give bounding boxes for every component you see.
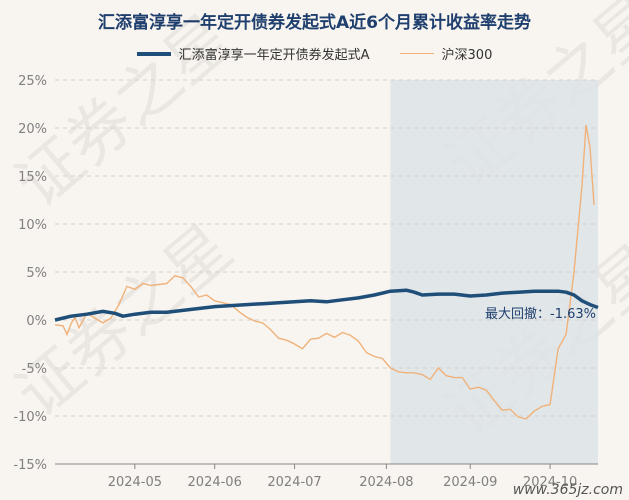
drawdown-shade <box>390 80 598 464</box>
legend: 汇添富淳享一年定开债券发起式A 沪深300 <box>0 44 629 63</box>
y-axis-labels: 25% 20% 15% 10% 5% 0% -5% -10% -15% <box>13 74 47 473</box>
y-tick-label: 20% <box>18 122 47 137</box>
series-line-fund <box>54 288 599 322</box>
site-watermark: www.365jz.com <box>512 482 623 498</box>
y-tick-label: 25% <box>18 74 47 89</box>
x-tick-label: 2024-06 <box>188 475 242 490</box>
series-line-index <box>54 124 595 420</box>
legend-label-fund: 汇添富淳享一年定开债券发起式A <box>178 48 370 63</box>
legend-swatch-index <box>399 53 434 54</box>
y-tick-label: -15% <box>13 458 47 473</box>
legend-item-fund[interactable]: 汇添富淳享一年定开债券发起式A <box>136 44 370 63</box>
y-tick-label: 5% <box>26 266 47 281</box>
legend-item-index[interactable]: 沪深300 <box>399 44 493 63</box>
y-tick-label: 0% <box>26 314 47 329</box>
chart-title: 汇添富淳享一年定开债券发起式A近6个月累计收益率走势 <box>98 13 531 33</box>
max-drawdown-annotation: 最大回撤：-1.63% <box>485 306 596 322</box>
x-tick-label: 2024-10 <box>523 475 577 490</box>
x-tick-label: 2024-08 <box>359 475 413 490</box>
y-tick-label: -10% <box>13 410 47 425</box>
y-tick-label: -5% <box>22 362 47 377</box>
x-tick-label: 2024-05 <box>108 475 162 490</box>
x-tick-label: 2024-09 <box>443 475 497 490</box>
y-tick-label: 15% <box>18 170 47 185</box>
watermark-text-0: 证券之星 <box>3 1 247 222</box>
y-tick-label: 10% <box>18 218 47 233</box>
x-axis-labels: 2024-05 2024-06 2024-07 2024-08 2024-09 2024-… <box>108 464 577 490</box>
legend-swatch-fund <box>136 51 171 56</box>
grid <box>55 79 598 465</box>
legend-label-index: 沪深300 <box>441 48 493 63</box>
x-tick-label: 2024-07 <box>267 475 321 490</box>
